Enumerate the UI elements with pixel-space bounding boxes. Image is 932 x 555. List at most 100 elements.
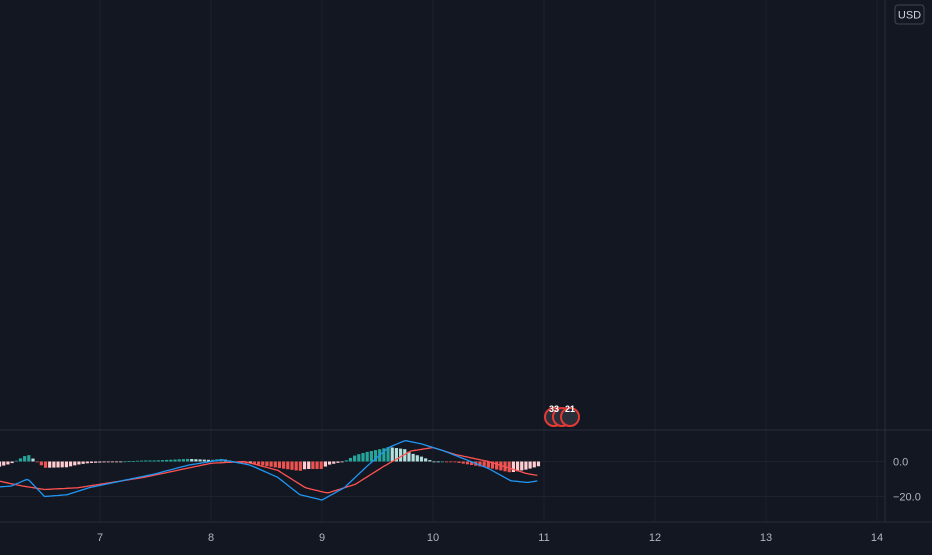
event-badge-label: 21 (565, 404, 575, 414)
macd-pane (0, 440, 541, 501)
macd-histogram-bar (52, 461, 56, 468)
macd-y-tick-label: −20.0 (893, 492, 921, 504)
macd-histogram-bar (436, 461, 440, 463)
macd-histogram-bar (478, 461, 482, 467)
macd-histogram-bar (106, 461, 110, 463)
macd-histogram-bar (302, 461, 307, 470)
macd-histogram-bar (152, 460, 156, 462)
macd-histogram-bar (424, 458, 428, 462)
macd-histogram-bar (382, 448, 386, 462)
macd-histogram-bar (482, 461, 486, 468)
macd-histogram-bar (394, 448, 399, 462)
macd-histogram-bar (323, 461, 328, 467)
macd-histogram-bar (110, 461, 114, 463)
macd-histogram-bar (440, 461, 444, 463)
macd-histogram-bar (127, 461, 131, 462)
macd-histogram-bar (48, 461, 52, 468)
macd-histogram-bar (290, 461, 294, 470)
macd-histogram-bar (407, 451, 411, 462)
macd-histogram-bar (269, 461, 273, 467)
currency-badge[interactable]: USD (894, 4, 925, 25)
macd-histogram-bar (18, 458, 23, 462)
macd-histogram-bar (432, 461, 436, 463)
macd-histogram-bar (511, 461, 515, 473)
macd-histogram-bar (2, 461, 6, 466)
macd-histogram-bar (361, 453, 365, 462)
macd-histogram-bar (165, 459, 169, 462)
macd-histogram-bar (85, 461, 89, 464)
x-tick-label: 8 (208, 532, 214, 544)
macd-histogram-bar (194, 459, 198, 462)
macd-histogram-bar (373, 450, 378, 462)
macd-histogram-bar (81, 461, 85, 464)
macd-histogram-bar (528, 461, 532, 469)
macd-histogram-bar (294, 461, 298, 471)
event-badge-circle-2 (560, 407, 580, 427)
macd-histogram-bar (386, 447, 390, 462)
macd-histogram-bar (169, 459, 173, 462)
macd-histogram-bar (490, 461, 495, 469)
macd-histogram-bar (532, 461, 536, 468)
x-tick-label: 7 (97, 532, 103, 544)
macd-histogram-bar (403, 449, 407, 462)
macd-histogram-bar (190, 459, 194, 462)
macd-histogram-bar (102, 461, 106, 463)
macd-histogram-bar (411, 453, 415, 462)
macd-histogram-bar (461, 461, 465, 464)
macd-histogram-bar (319, 461, 323, 469)
macd-histogram-bar (515, 461, 520, 472)
macd-histogram-bar (123, 461, 127, 463)
macd-histogram-bar (298, 461, 302, 471)
macd-histogram-bar (39, 461, 43, 466)
macd-histogram-bar (419, 456, 424, 462)
macd-histogram-bar (135, 460, 140, 462)
macd-histogram-bar (14, 460, 18, 462)
x-tick-label: 9 (319, 532, 325, 544)
currency-label: USD (898, 10, 921, 22)
macd-histogram-bar (536, 461, 541, 467)
macd-histogram-bar (27, 455, 31, 462)
macd-histogram-bar (198, 459, 202, 462)
macd-histogram-bar (344, 460, 348, 462)
macd-histogram-bar (144, 460, 148, 462)
macd-histogram-bar (286, 461, 290, 470)
macd-histogram-bar (94, 461, 98, 463)
macd-histogram-bar (181, 459, 185, 462)
macd-histogram-bar (89, 461, 94, 463)
macd-histogram-bar (56, 461, 60, 468)
macd-histogram-bar (6, 461, 10, 465)
macd-histogram-bar (307, 461, 311, 469)
macd-histogram-bar (353, 455, 357, 462)
macd-histogram-bar (202, 459, 206, 462)
macd-histogram-bar (357, 454, 361, 462)
macd-histogram-bar (507, 461, 511, 473)
macd-histogram-bar (282, 461, 286, 469)
macd-histogram-bar (453, 461, 457, 463)
macd-histogram-bar (240, 461, 244, 464)
macd-histogram-bar (10, 461, 14, 464)
macd-histogram-bar (0, 461, 2, 467)
x-tick-label: 13 (760, 532, 772, 544)
macd-histogram-bar (43, 461, 48, 468)
macd-histogram-bar (398, 448, 403, 462)
macd-histogram-bar (31, 458, 35, 462)
macd-histogram-bar (495, 461, 499, 470)
macd-histogram-bar (449, 461, 453, 463)
macd-histogram-bar (457, 461, 461, 463)
macd-histogram-bar (273, 461, 277, 468)
macd-histogram-bar (177, 459, 181, 462)
annotations-layer: 33 21 (544, 404, 580, 427)
macd-histogram-bar (327, 461, 332, 465)
macd-histogram-bar (114, 461, 119, 463)
tick-labels: 78910111213143280.03300.03320.03340.0336… (97, 457, 921, 545)
macd-histogram-bar (23, 456, 27, 462)
macd-histogram-bar (35, 461, 39, 463)
macd-histogram-bar (156, 460, 160, 462)
x-tick-label: 11 (538, 532, 549, 544)
macd-y-tick-label: 0.0 (893, 457, 908, 469)
axes-layer (0, 0, 932, 523)
macd-histogram-bar (60, 461, 64, 468)
